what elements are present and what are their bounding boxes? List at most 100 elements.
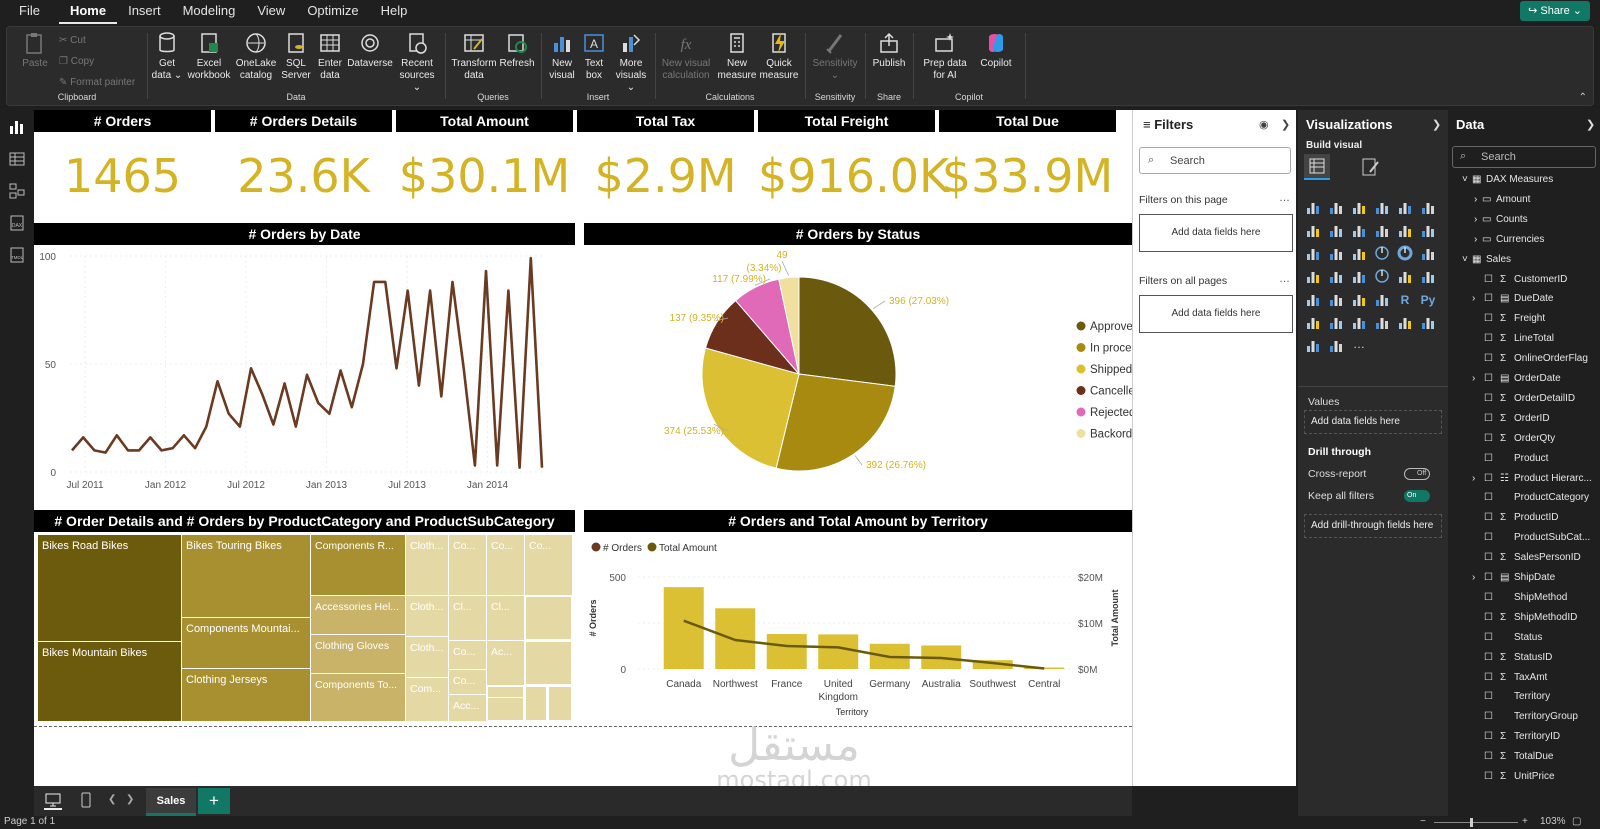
chevron-icon[interactable]: › [1472,373,1476,384]
quick-measure-button[interactable]: Quick measure [759,31,799,82]
data-search-box[interactable]: ⌕ Search [1452,146,1596,168]
checkbox-icon[interactable]: ☐ [1484,293,1493,305]
more-icon[interactable]: … [1350,336,1368,354]
stacked-area-icon[interactable] [1350,221,1368,239]
treemap-tile[interactable] [487,686,524,698]
eye-icon[interactable]: ◉ [1259,119,1269,131]
checkbox-icon[interactable]: ☐ [1484,373,1493,384]
legend-label[interactable]: Approved [1090,321,1132,333]
new-visual-button[interactable]: New visual [547,31,577,82]
kpi-value-total-amount[interactable]: $30.1M [398,149,571,203]
kpi-value-orders[interactable]: 1465 [63,149,182,203]
collapse-data-icon[interactable]: ❯ [1586,119,1596,131]
new-measure-button[interactable]: New measure [717,31,757,82]
more-options-icon[interactable]: … [1279,273,1290,285]
collapse-filters-icon[interactable]: ❯ [1281,119,1291,131]
legend-label[interactable]: Shipped [1090,364,1132,376]
checkbox-icon[interactable]: ☐ [1484,313,1493,325]
field-item[interactable]: ☐ Σ ProductID [1450,510,1600,528]
legend-label[interactable]: Backordered [1090,429,1132,441]
zoom-slider-thumb[interactable] [1470,818,1473,827]
menu-file[interactable]: File [19,3,40,18]
report-view-icon[interactable] [8,118,26,136]
treemap-tile[interactable]: Cl... [449,596,486,640]
field-item[interactable]: ☐ Σ TaxAmt [1450,670,1600,688]
text-box-button[interactable]: A Text box [579,31,609,82]
fit-page-icon[interactable]: ▢ [1572,816,1582,827]
checkbox-icon[interactable]: ☐ [1484,512,1493,524]
zoom-out-button[interactable]: − [1420,816,1426,827]
mobile-layout-icon[interactable] [80,792,92,811]
clustered-bar-icon[interactable] [1350,198,1368,216]
checkbox-icon[interactable]: ☐ [1484,273,1493,285]
filled-map-icon[interactable] [1327,267,1345,285]
values-drop-zone[interactable]: Add data fields here [1304,410,1442,434]
chevron-icon[interactable]: › [1474,193,1478,205]
table-view-icon[interactable] [8,150,26,168]
checkbox-icon[interactable]: ☐ [1484,731,1493,743]
field-item[interactable]: ˅ ▦ Sales [1450,252,1600,270]
field-item[interactable]: ☐ Σ TerritoryID [1450,729,1600,747]
dataverse-button[interactable]: Dataverse [347,31,393,70]
model-view-icon[interactable] [8,182,26,200]
checkbox-icon[interactable]: ☐ [1484,432,1493,444]
treemap-tile[interactable]: Cloth... [406,596,448,636]
bar-canada[interactable] [663,587,704,669]
field-item[interactable]: ☐ Σ OrderQty [1450,431,1600,449]
treemap-tile[interactable]: Acc... [449,695,486,721]
treemap-tile[interactable]: Co... [525,535,572,595]
paginated-icon[interactable] [1396,313,1414,331]
prep-data-ai-button[interactable]: Prep data for AI [919,31,971,82]
bar-france[interactable] [766,634,807,669]
filters-page-drop-zone[interactable]: Add data fields here [1139,214,1293,252]
checkbox-icon[interactable]: ☐ [1484,751,1493,763]
tmdl-view-icon[interactable]: TMDL [8,246,26,264]
bar-southwest[interactable] [972,660,1013,669]
treemap-tile[interactable] [525,641,572,685]
legend-label[interactable]: Total Amount [659,543,717,554]
legend-label[interactable]: Rejected [1090,407,1132,419]
bar-northwest[interactable] [715,608,756,669]
r-visual-icon[interactable]: R [1396,290,1414,308]
matrix-icon[interactable] [1373,290,1391,308]
next-page-icon[interactable]: ❯ [126,794,135,805]
waterfall-icon[interactable] [1396,221,1414,239]
field-item[interactable]: ☐ Σ LineTotal [1450,331,1600,349]
checkbox-icon[interactable]: ☐ [1484,691,1493,703]
sql-server-button[interactable]: SQL Server [279,31,313,82]
checkbox-icon[interactable]: ☐ [1484,572,1493,583]
copilot-button[interactable]: Copilot [973,31,1019,70]
share-button[interactable]: ↪ Share ⌄ [1520,1,1590,21]
zoom-in-button[interactable]: + [1522,816,1528,827]
excel-workbook-button[interactable]: Excel workbook [185,31,233,82]
key-influencers-icon[interactable] [1304,313,1322,331]
legend-label[interactable]: # Orders [603,543,642,554]
checkbox-icon[interactable]: ☐ [1484,771,1493,782]
format-painter-button[interactable]: ✎ Format painter [59,77,136,88]
checkbox-icon[interactable]: ☐ [1484,472,1493,484]
publish-button[interactable]: Publish [869,31,909,70]
chevron-icon[interactable]: › [1472,572,1476,583]
sensitivity-button[interactable]: Sensitivity ⌄ [809,31,861,82]
cross-report-toggle[interactable]: Off [1404,468,1430,480]
treemap-tile[interactable]: Components To... [311,674,405,721]
recent-sources-button[interactable]: Recent sources ⌄ [395,31,439,94]
treemap-tile[interactable]: Cloth... [406,637,448,677]
field-item[interactable]: ☐ ProductCategory [1450,490,1600,508]
ribbon-icon[interactable] [1373,221,1391,239]
total-amount-line-series[interactable] [683,619,1045,670]
treemap-tile[interactable]: Components R... [311,535,405,595]
checkbox-icon[interactable]: ☐ [1484,392,1493,404]
treemap-tile[interactable]: Co... [449,641,486,669]
kpi-value-order-details[interactable]: 23.6K [237,149,370,203]
field-item[interactable]: › ☐ ▤ OrderDate [1450,371,1600,389]
field-item[interactable]: › ▭ Amount [1450,192,1600,210]
treemap-icon[interactable] [1419,244,1437,262]
field-item[interactable]: ☐ Σ TotalDue [1450,749,1600,767]
drill-through-drop-zone[interactable]: Add drill-through fields here [1304,514,1442,538]
menu-home[interactable]: Home [58,0,118,24]
legend-label[interactable]: Cancelled [1090,386,1132,398]
goals-icon[interactable] [1419,313,1437,331]
pie-slice-backordered[interactable] [778,276,800,375]
add-page-button[interactable]: + [198,788,230,814]
